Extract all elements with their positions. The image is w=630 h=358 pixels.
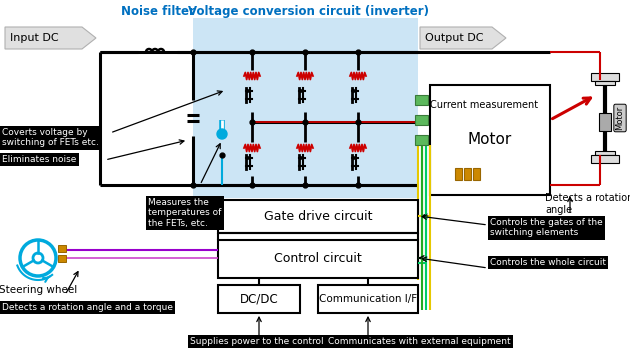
Text: Voltage conversion circuit (inverter): Voltage conversion circuit (inverter) [188, 5, 428, 18]
Bar [591, 155, 619, 163]
FancyArrow shape [420, 27, 506, 49]
Bar [591, 73, 619, 81]
Bar [193, 18, 418, 198]
Text: Noise filter: Noise filter [121, 5, 195, 18]
FancyArrow shape [5, 27, 96, 49]
Bar [415, 135, 428, 145]
Bar [595, 151, 615, 155]
Bar [599, 113, 611, 131]
Text: Communication I/F: Communication I/F [319, 294, 417, 304]
Bar [464, 168, 471, 180]
Text: Communicates with external equipment: Communicates with external equipment [328, 337, 511, 346]
Text: Output DC: Output DC [425, 33, 483, 43]
Bar [218, 240, 418, 278]
Text: Controls the gates of the
switching elements: Controls the gates of the switching elem… [490, 218, 603, 237]
Bar [595, 81, 615, 85]
Text: Current measurement: Current measurement [430, 100, 538, 110]
Bar [473, 168, 480, 180]
Text: Supplies power to the control circuit: Supplies power to the control circuit [190, 337, 355, 346]
Bar [455, 168, 462, 180]
Text: Input DC: Input DC [10, 33, 59, 43]
Bar [415, 115, 428, 125]
Bar [218, 200, 418, 233]
Bar [58, 255, 66, 262]
Text: Eliminates noise: Eliminates noise [2, 155, 76, 164]
Text: Detects a rotation
angle: Detects a rotation angle [545, 193, 630, 214]
Text: Coverts voltage by
switching of FETs etc.: Coverts voltage by switching of FETs etc… [2, 128, 99, 147]
Bar [218, 285, 300, 313]
Circle shape [217, 129, 227, 139]
Text: Measures the
temperatures of
the FETs, etc.: Measures the temperatures of the FETs, e… [148, 198, 221, 228]
Text: DC/DC: DC/DC [239, 292, 278, 305]
Text: Motor: Motor [468, 132, 512, 147]
Text: Controls the whole circuit: Controls the whole circuit [490, 258, 606, 267]
Bar [58, 245, 66, 252]
Bar [318, 285, 418, 313]
Bar [430, 85, 550, 195]
Text: Detects a rotation angle and a torque: Detects a rotation angle and a torque [2, 303, 173, 312]
Text: Steering wheel: Steering wheel [0, 285, 77, 295]
Bar [415, 95, 428, 105]
Text: Control circuit: Control circuit [274, 252, 362, 266]
Text: Motor: Motor [616, 106, 624, 130]
Text: Gate drive circuit: Gate drive circuit [264, 210, 372, 223]
